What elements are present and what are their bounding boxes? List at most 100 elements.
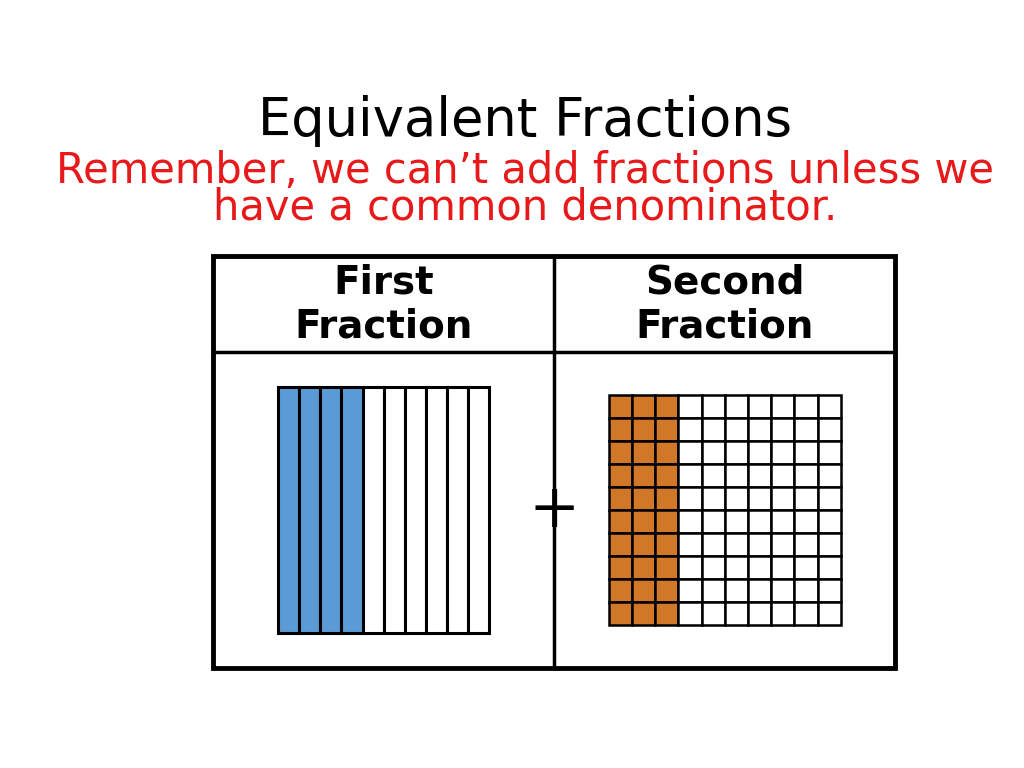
- Bar: [817, 510, 841, 533]
- Bar: [678, 464, 701, 487]
- Bar: [748, 395, 771, 418]
- Bar: [655, 464, 678, 487]
- Bar: [701, 510, 725, 533]
- Bar: [321, 387, 341, 634]
- Bar: [701, 533, 725, 556]
- Bar: [362, 387, 384, 634]
- Bar: [725, 602, 748, 625]
- Text: Equivalent Fractions: Equivalent Fractions: [258, 95, 792, 147]
- Bar: [817, 556, 841, 579]
- Bar: [748, 556, 771, 579]
- Text: Remember, we can’t add fractions unless we: Remember, we can’t add fractions unless …: [55, 151, 994, 193]
- Bar: [701, 418, 725, 441]
- Bar: [817, 487, 841, 510]
- Text: have a common denominator.: have a common denominator.: [213, 187, 837, 229]
- Bar: [655, 602, 678, 625]
- Bar: [725, 556, 748, 579]
- Bar: [748, 533, 771, 556]
- Bar: [795, 533, 817, 556]
- Bar: [725, 533, 748, 556]
- Bar: [609, 441, 632, 464]
- Bar: [817, 418, 841, 441]
- Bar: [701, 579, 725, 602]
- Bar: [468, 387, 489, 634]
- Bar: [678, 441, 701, 464]
- Bar: [725, 441, 748, 464]
- Bar: [632, 602, 655, 625]
- Bar: [701, 556, 725, 579]
- Bar: [748, 441, 771, 464]
- Bar: [701, 464, 725, 487]
- Bar: [817, 464, 841, 487]
- Bar: [678, 533, 701, 556]
- Bar: [609, 510, 632, 533]
- Bar: [771, 533, 795, 556]
- Bar: [404, 387, 426, 634]
- Bar: [725, 418, 748, 441]
- Text: First
Fraction: First Fraction: [295, 263, 473, 346]
- Bar: [609, 464, 632, 487]
- Bar: [771, 487, 795, 510]
- Bar: [701, 395, 725, 418]
- Bar: [632, 487, 655, 510]
- Bar: [678, 418, 701, 441]
- Bar: [795, 579, 817, 602]
- Bar: [678, 395, 701, 418]
- Bar: [771, 441, 795, 464]
- Bar: [609, 579, 632, 602]
- Bar: [447, 387, 468, 634]
- Bar: [701, 441, 725, 464]
- Bar: [795, 395, 817, 418]
- Bar: [817, 602, 841, 625]
- Bar: [655, 533, 678, 556]
- Bar: [771, 510, 795, 533]
- Bar: [632, 510, 655, 533]
- Bar: [771, 602, 795, 625]
- Bar: [609, 602, 632, 625]
- Bar: [795, 464, 817, 487]
- Bar: [771, 556, 795, 579]
- Bar: [426, 387, 447, 634]
- Bar: [655, 441, 678, 464]
- Bar: [725, 464, 748, 487]
- Bar: [384, 387, 404, 634]
- Bar: [817, 533, 841, 556]
- Bar: [748, 464, 771, 487]
- Bar: [795, 418, 817, 441]
- Bar: [678, 556, 701, 579]
- Bar: [609, 418, 632, 441]
- Bar: [341, 387, 362, 634]
- Bar: [817, 579, 841, 602]
- Bar: [655, 556, 678, 579]
- Bar: [795, 602, 817, 625]
- Bar: [632, 556, 655, 579]
- Bar: [632, 395, 655, 418]
- Bar: [795, 441, 817, 464]
- Bar: [655, 395, 678, 418]
- Bar: [725, 579, 748, 602]
- Bar: [748, 487, 771, 510]
- Text: +: +: [528, 481, 580, 540]
- Bar: [609, 533, 632, 556]
- Bar: [632, 441, 655, 464]
- Bar: [771, 395, 795, 418]
- Bar: [795, 556, 817, 579]
- Bar: [632, 464, 655, 487]
- Bar: [817, 441, 841, 464]
- Bar: [817, 395, 841, 418]
- Bar: [795, 510, 817, 533]
- Bar: [725, 510, 748, 533]
- Bar: [748, 602, 771, 625]
- Bar: [299, 387, 321, 634]
- Bar: [748, 418, 771, 441]
- Bar: [771, 464, 795, 487]
- Bar: [655, 487, 678, 510]
- Bar: [678, 510, 701, 533]
- Bar: [655, 579, 678, 602]
- Bar: [632, 579, 655, 602]
- Bar: [748, 579, 771, 602]
- Bar: [609, 395, 632, 418]
- Bar: [701, 602, 725, 625]
- Bar: [725, 487, 748, 510]
- Bar: [678, 602, 701, 625]
